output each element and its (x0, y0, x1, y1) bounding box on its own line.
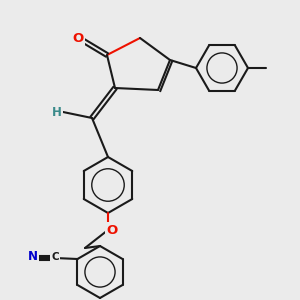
Text: N: N (28, 250, 38, 263)
Text: O: O (72, 32, 84, 44)
Text: O: O (106, 224, 118, 236)
Text: C: C (51, 252, 59, 262)
Text: H: H (52, 106, 62, 118)
